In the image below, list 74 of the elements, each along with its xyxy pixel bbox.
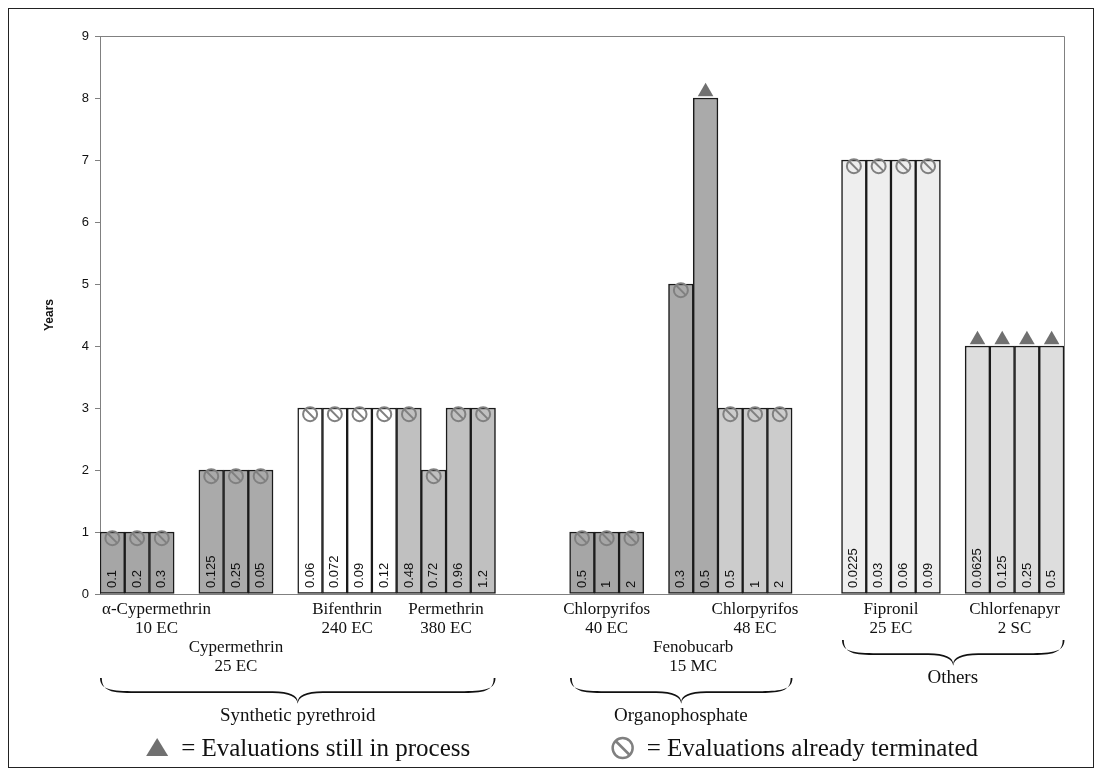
x-tick-label: 0.0625 bbox=[969, 548, 985, 588]
x-tick-label: 0.072 bbox=[326, 555, 342, 588]
x-tick-label: 0.5 bbox=[697, 569, 713, 588]
point bbox=[747, 406, 764, 423]
y-tick-label: 8 bbox=[81, 89, 89, 105]
series-label: α-Cypermethrin 10 EC bbox=[101, 598, 212, 637]
x-tick-label: 0.09 bbox=[919, 562, 935, 588]
series-label: Chlorpyrifos 48 EC bbox=[711, 598, 799, 637]
series-label: Fipronil 25 EC bbox=[863, 598, 919, 637]
point bbox=[722, 406, 739, 423]
point bbox=[129, 530, 146, 547]
point bbox=[574, 530, 590, 547]
x-tick-label: 0.25 bbox=[227, 562, 243, 588]
x-tick-label: 0.03 bbox=[870, 562, 886, 588]
x-tick-label: 0.0225 bbox=[845, 548, 861, 588]
text: Others bbox=[927, 665, 979, 687]
text: Cypermethrin 25 EC bbox=[188, 636, 284, 675]
x-tick-label: 0.2 bbox=[128, 569, 144, 588]
x-tick-label: 2 bbox=[623, 580, 639, 588]
point bbox=[895, 158, 912, 175]
x-tick-label: 0.25 bbox=[1018, 562, 1034, 588]
x-tick-label: 2 bbox=[771, 580, 787, 588]
y-tick-label: 4 bbox=[81, 337, 89, 353]
x-tick-label: 0.06 bbox=[894, 562, 910, 588]
point bbox=[623, 530, 640, 547]
text: Fenobucarb 15 MC bbox=[653, 636, 734, 675]
point bbox=[845, 158, 862, 175]
x-tick-label: 0.3 bbox=[672, 569, 688, 588]
x-tick-label: 0.125 bbox=[993, 555, 1009, 588]
point bbox=[376, 406, 393, 423]
x-tick-label: 0.5 bbox=[573, 569, 589, 588]
y-tick-label: 6 bbox=[81, 213, 89, 229]
y-tick-label: 3 bbox=[81, 399, 89, 415]
point bbox=[450, 406, 467, 423]
x-tick-label: 1 bbox=[746, 580, 762, 588]
y-tick-label: 1 bbox=[81, 523, 89, 539]
x-tick-label: 0.12 bbox=[375, 562, 391, 588]
text: Synthetic pyrethroid bbox=[219, 703, 377, 725]
x-tick-label: 0.1 bbox=[103, 569, 119, 588]
y-tick-label: 0 bbox=[81, 585, 89, 601]
point bbox=[672, 282, 689, 299]
point bbox=[400, 406, 417, 423]
x-tick-label: 0.48 bbox=[400, 562, 416, 588]
point bbox=[203, 468, 220, 485]
point bbox=[227, 468, 244, 485]
point bbox=[475, 406, 492, 423]
x-tick-label: 0.06 bbox=[301, 562, 317, 588]
point bbox=[326, 406, 343, 423]
x-tick-label: 0.05 bbox=[252, 562, 268, 588]
point bbox=[104, 530, 121, 547]
x-tick-label: 0.72 bbox=[425, 562, 441, 588]
x-tick-label: 0.3 bbox=[153, 569, 169, 588]
y-tick-label: 2 bbox=[81, 461, 89, 477]
legend-label: = Evaluations still in process bbox=[181, 733, 471, 761]
series-label: Chlorpyrifos 40 EC bbox=[563, 598, 651, 637]
x-tick-label: 0.5 bbox=[1043, 569, 1059, 588]
y-axis-title: Years bbox=[41, 298, 56, 332]
point bbox=[302, 406, 319, 423]
point bbox=[351, 406, 368, 423]
x-tick-label: 0.09 bbox=[351, 562, 367, 588]
x-tick-label: 0.96 bbox=[449, 562, 465, 588]
y-tick-label: 9 bbox=[81, 27, 89, 43]
x-tick-label: 0.5 bbox=[721, 569, 737, 588]
series-label: Bifenthrin 240 EC bbox=[312, 598, 383, 637]
point bbox=[920, 158, 937, 175]
series-label: Chlorfenapyr 2 SC bbox=[969, 598, 1061, 637]
legend-label: = Evaluations already terminated bbox=[646, 733, 979, 761]
y-tick-label: 7 bbox=[81, 151, 89, 167]
series-label: Permethrin 380 EC bbox=[408, 598, 485, 637]
x-tick-label: 0.125 bbox=[202, 555, 218, 588]
y-tick-label: 5 bbox=[81, 275, 89, 291]
text: Organophosphate bbox=[614, 703, 748, 725]
x-tick-label: 1.2 bbox=[474, 569, 490, 588]
x-tick-label: 1 bbox=[598, 580, 614, 588]
